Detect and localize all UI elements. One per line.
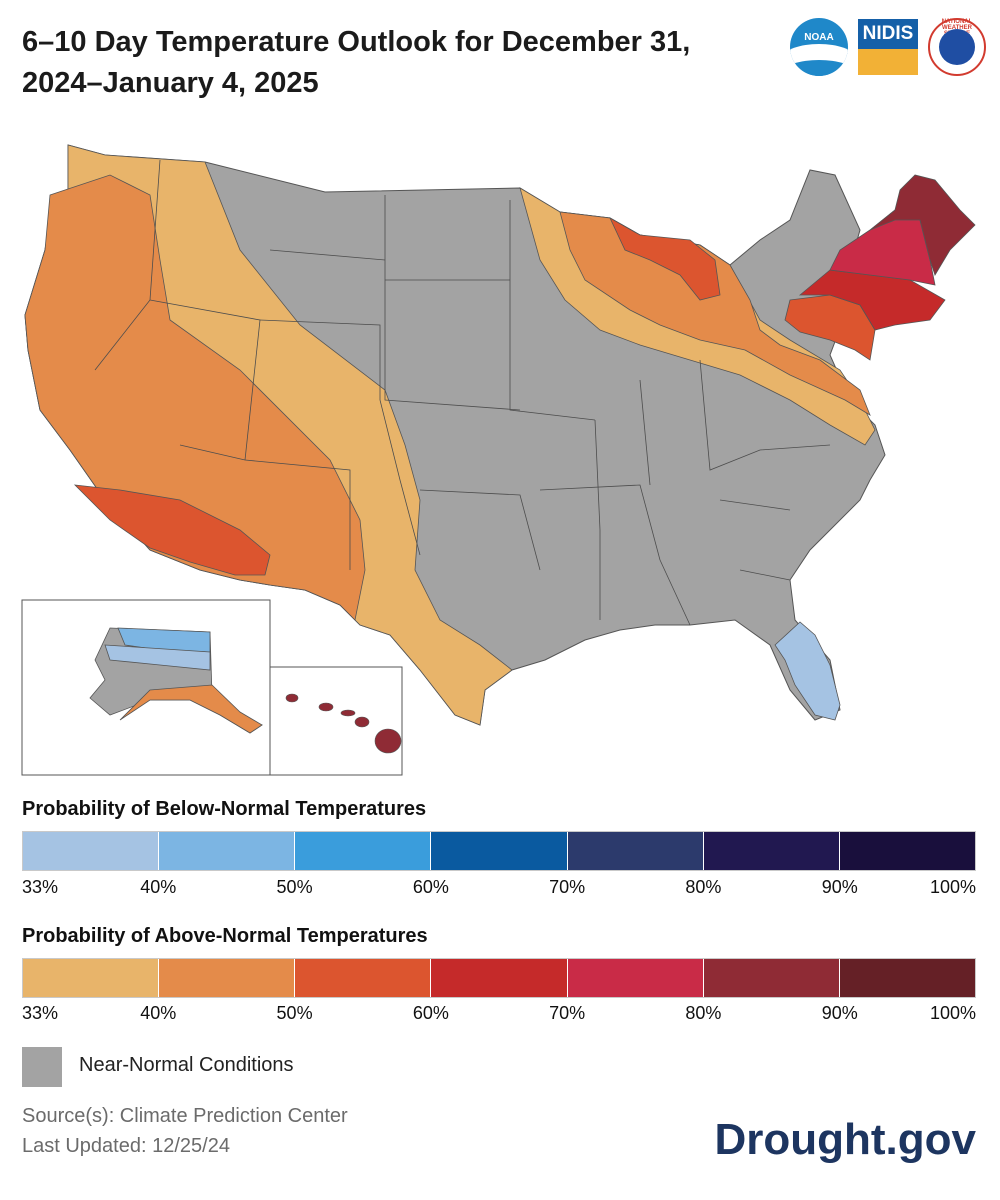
below-tick-label: 100% bbox=[929, 877, 976, 897]
below-swatch-6 bbox=[839, 832, 975, 870]
below-normal-ticks: 33% 40% 50% 60% 70% 80% 90% 100% bbox=[22, 877, 976, 903]
above-normal-color-bar bbox=[22, 958, 976, 998]
noaa-logo-text: NOAA bbox=[804, 32, 834, 43]
above-tick-label: 33% bbox=[22, 1003, 59, 1023]
region-below-33-florida bbox=[774, 621, 841, 721]
above-tick-label: 70% bbox=[549, 1003, 586, 1023]
page-title: 6–10 Day Temperature Outlook for Decembe… bbox=[22, 22, 742, 104]
below-normal-legend-title: Probability of Below-Normal Temperatures bbox=[22, 798, 427, 820]
hawaii-inset-frame bbox=[269, 666, 403, 776]
above-swatch-2 bbox=[295, 959, 432, 997]
hawaii-islands bbox=[285, 693, 402, 754]
above-tick-label: 60% bbox=[412, 1003, 449, 1023]
us-temperature-outlook-map bbox=[21, 144, 976, 776]
above-tick-label: 80% bbox=[685, 1003, 722, 1023]
above-normal-legend-title: Probability of Above-Normal Temperatures bbox=[22, 925, 428, 947]
nws-logo[interactable]: NATIONAL WEATHER SERVICE bbox=[928, 18, 986, 76]
below-tick-label: 90% bbox=[821, 877, 858, 897]
above-tick-label: 50% bbox=[276, 1003, 313, 1023]
below-tick-label: 50% bbox=[276, 877, 313, 897]
region-above-50-mi-pa bbox=[609, 217, 721, 301]
alaska-above-southern bbox=[119, 684, 263, 734]
below-normal-color-bar bbox=[22, 831, 976, 871]
above-swatch-5 bbox=[703, 959, 840, 997]
above-swatch-3 bbox=[431, 959, 568, 997]
state-boundaries bbox=[94, 159, 831, 626]
region-above-40-pacific-southwest bbox=[24, 174, 366, 621]
near-normal-label: Near-Normal Conditions bbox=[79, 1054, 294, 1076]
below-swatch-4 bbox=[567, 832, 704, 870]
below-tick-label: 33% bbox=[22, 877, 59, 897]
noaa-logo[interactable]: NOAA bbox=[790, 18, 848, 76]
below-swatch-1 bbox=[159, 832, 296, 870]
below-tick-label: 40% bbox=[140, 877, 177, 897]
above-swatch-0 bbox=[23, 959, 160, 997]
above-swatch-6 bbox=[839, 959, 975, 997]
title-line-2: 2024–January 4, 2025 bbox=[22, 67, 319, 99]
region-above-40-great-lakes bbox=[559, 211, 871, 416]
below-swatch-0 bbox=[23, 832, 160, 870]
drought-gov-brand[interactable]: Drought.gov bbox=[714, 1115, 976, 1164]
logo-group: NOAA NIDIS NATIONAL WEATHER SERVICE bbox=[790, 18, 986, 76]
nidis-logo-text: NIDIS bbox=[858, 19, 918, 49]
title-line-1: 6–10 Day Temperature Outlook for Decembe… bbox=[22, 26, 691, 58]
source-text: Source(s): Climate Prediction Center bbox=[22, 1105, 348, 1127]
below-swatch-3 bbox=[431, 832, 568, 870]
below-swatch-2 bbox=[295, 832, 432, 870]
above-tick-label: 100% bbox=[929, 1003, 976, 1023]
above-swatch-1 bbox=[159, 959, 296, 997]
region-above-50-desert-southwest bbox=[73, 484, 271, 576]
near-normal-swatch bbox=[22, 1047, 62, 1087]
above-swatch-4 bbox=[567, 959, 704, 997]
region-above-80-maine bbox=[869, 174, 976, 276]
above-tick-label: 90% bbox=[821, 1003, 858, 1023]
below-swatch-5 bbox=[703, 832, 840, 870]
below-tick-label: 70% bbox=[549, 877, 586, 897]
last-updated-text: Last Updated: 12/25/24 bbox=[22, 1135, 230, 1157]
alaska-below-33-band bbox=[104, 644, 211, 671]
below-tick-label: 60% bbox=[412, 877, 449, 897]
nidis-logo[interactable]: NIDIS bbox=[858, 19, 918, 75]
above-tick-label: 40% bbox=[140, 1003, 177, 1023]
above-normal-ticks: 33% 40% 50% 60% 70% 80% 90% 100% bbox=[22, 1003, 976, 1029]
source-block: Source(s): Climate Prediction Center Las… bbox=[22, 1101, 348, 1161]
below-tick-label: 80% bbox=[685, 877, 722, 897]
